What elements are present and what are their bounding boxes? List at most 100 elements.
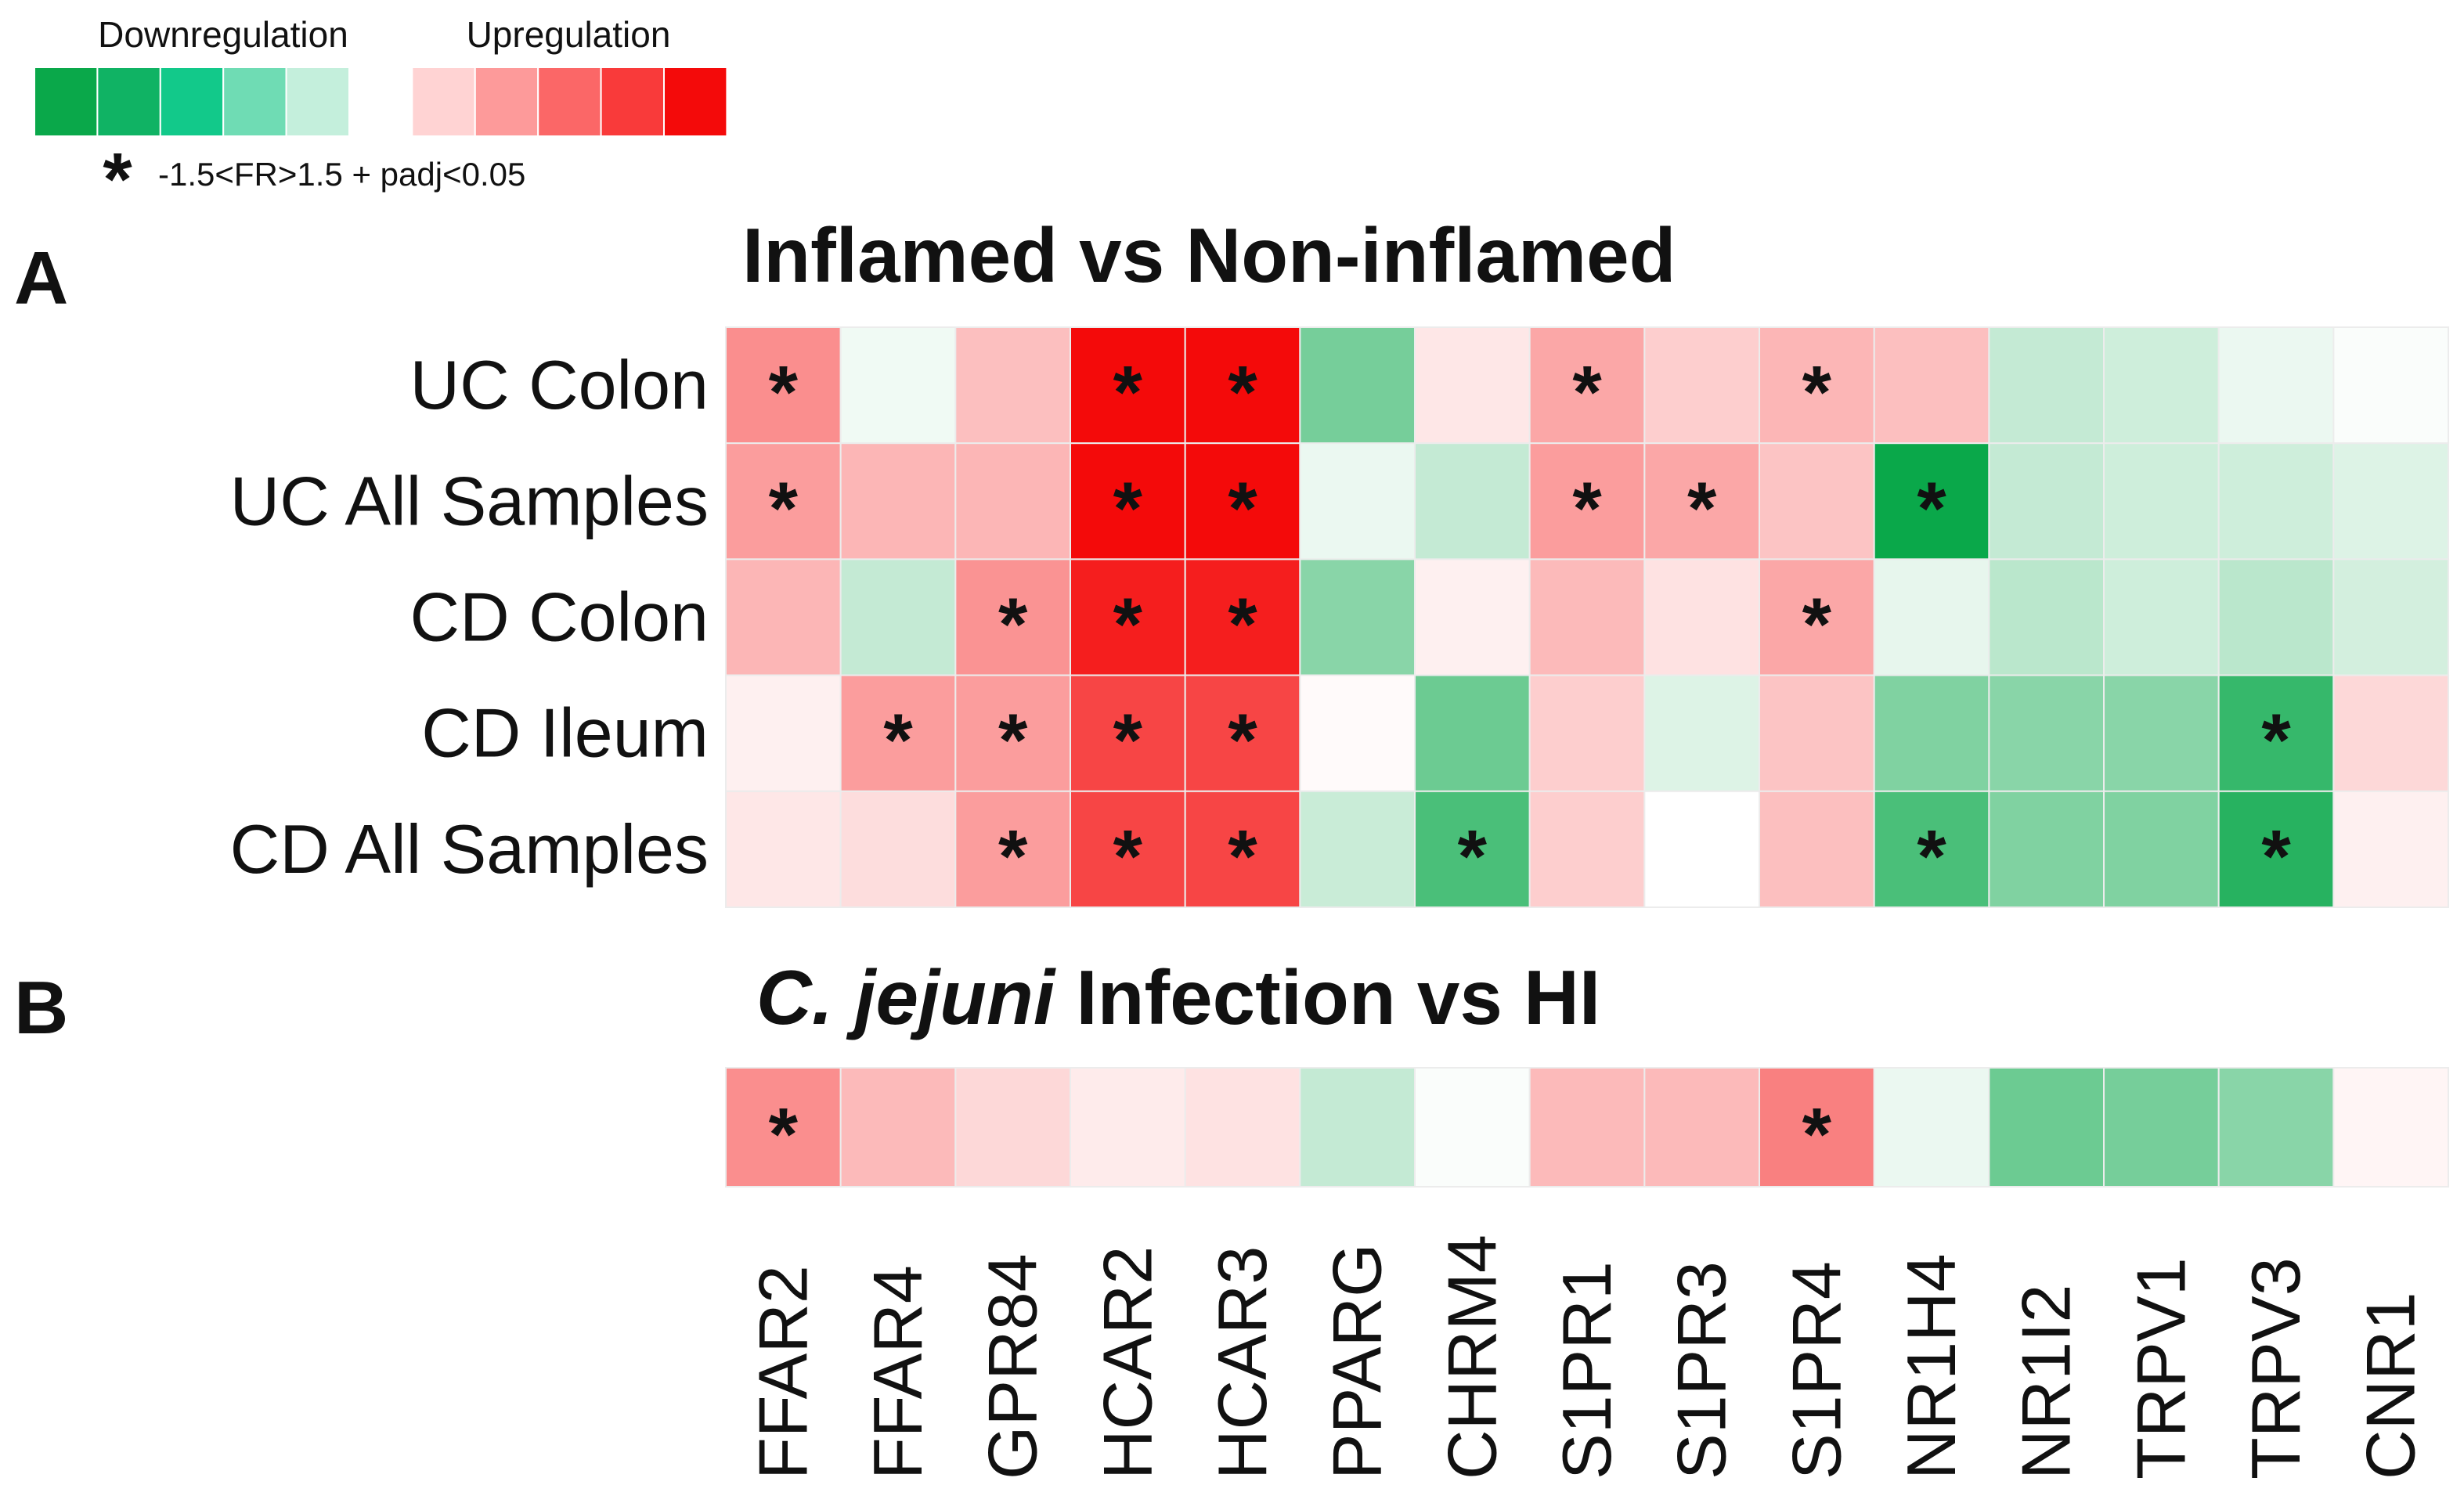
legend-swatch xyxy=(159,67,225,137)
heatmap-cell xyxy=(1070,674,1186,792)
heatmap-cell xyxy=(1184,790,1301,908)
heatmap-cell xyxy=(2103,1067,2220,1188)
legend-swatch xyxy=(222,67,287,137)
significance-star: * xyxy=(769,1093,799,1177)
heatmap-cell xyxy=(1528,790,1646,908)
heatmap-cell xyxy=(1299,558,1416,676)
heatmap-cell xyxy=(839,558,957,676)
heatmap-cell xyxy=(2332,326,2450,445)
heatmap-cell xyxy=(2217,326,2335,445)
gene-label: CNR1 xyxy=(2352,1292,2430,1480)
legend-swatch xyxy=(537,67,602,137)
legend-sig-label: -1.5<FR>1.5 + padj<0.05 xyxy=(158,156,525,193)
legend-swatch xyxy=(411,67,476,137)
significance-star: * xyxy=(1228,351,1257,434)
legend: Downregulation Upregulation * -1.5<FR>1.… xyxy=(34,14,728,222)
gene-label: FFAR2 xyxy=(744,1265,821,1480)
panel-b-title: C. jejuni Infection vs HI xyxy=(756,954,1600,1040)
legend-swatch xyxy=(600,67,665,137)
heatmap-cell xyxy=(1643,326,1761,445)
gene-label: FFAR4 xyxy=(859,1265,936,1480)
heatmap-cell xyxy=(2217,558,2335,676)
significance-star: * xyxy=(2261,699,2291,783)
significance-star: * xyxy=(998,583,1028,667)
gene-label: TRPV3 xyxy=(2237,1257,2314,1480)
significance-star: * xyxy=(1572,467,1602,550)
heatmap-cell xyxy=(1988,674,2105,792)
gene-label: HCAR3 xyxy=(1203,1246,1281,1480)
heatmap-cell xyxy=(1643,790,1761,908)
heatmap-cell xyxy=(1988,1067,2105,1188)
gene-label: S1PR3 xyxy=(1663,1261,1741,1480)
heatmap-cell xyxy=(1643,1067,1761,1188)
legend-swatch xyxy=(34,67,99,137)
heatmap-cell xyxy=(2103,674,2220,792)
heatmap-cell xyxy=(1184,558,1301,676)
heatmap-cell xyxy=(839,1067,957,1188)
significance-star: * xyxy=(1113,467,1143,550)
heatmap-cell xyxy=(839,326,957,445)
panel-a-letter: A xyxy=(14,236,68,320)
significance-star: * xyxy=(1228,699,1257,783)
heatmap-cell xyxy=(725,558,842,676)
heatmap-cell xyxy=(954,326,1072,445)
panel-b-title-rest: Infection vs HI xyxy=(1055,954,1600,1040)
heatmap-cell xyxy=(2217,674,2335,792)
legend-swatch xyxy=(474,67,539,137)
heatmap-cell xyxy=(725,1067,842,1188)
row-label: CD All Samples xyxy=(230,810,709,888)
heatmap-cell xyxy=(1988,442,2105,560)
heatmap-cell xyxy=(839,790,957,908)
heatmap-cell xyxy=(725,442,842,560)
heatmap-cell xyxy=(1528,326,1646,445)
significance-star: * xyxy=(1802,583,1832,667)
significance-star: * xyxy=(1802,351,1832,434)
heatmap-cell xyxy=(1988,790,2105,908)
heatmap-cell xyxy=(1299,442,1416,560)
heatmap-cell xyxy=(1184,326,1301,445)
heatmap-cell xyxy=(1299,326,1416,445)
significance-star: * xyxy=(1917,815,1946,899)
legend-sig-symbol: * xyxy=(103,138,132,222)
heatmap-cell xyxy=(1528,674,1646,792)
heatmap-cell xyxy=(1873,1067,1990,1188)
gene-label: NR1I2 xyxy=(2008,1285,2085,1480)
heatmap-cell xyxy=(2103,558,2220,676)
significance-star: * xyxy=(1802,1093,1832,1177)
significance-star: * xyxy=(1572,351,1602,434)
heatmap-cell xyxy=(2103,326,2220,445)
heatmap-cell xyxy=(725,326,842,445)
gene-label: S1PR1 xyxy=(1548,1261,1625,1480)
heatmap-cell xyxy=(1759,674,1875,792)
heatmap-cell xyxy=(1759,790,1875,908)
gene-label: TRPV1 xyxy=(2122,1257,2199,1480)
heatmap-cell xyxy=(1643,674,1761,792)
heatmap-cell xyxy=(1070,326,1186,445)
heatmap-cell xyxy=(839,442,957,560)
heatmap-cell xyxy=(1528,558,1646,676)
significance-star: * xyxy=(1228,815,1257,899)
heatmap-cell xyxy=(1299,1067,1416,1188)
heatmap-cell xyxy=(1988,558,2105,676)
heatmap-cell xyxy=(1759,442,1875,560)
heatmap-cell xyxy=(1873,674,1990,792)
significance-star: * xyxy=(1113,699,1143,783)
heatmap-cell xyxy=(1070,558,1186,676)
gene-label: S1PR4 xyxy=(1777,1261,1855,1480)
heatmap-cell xyxy=(1414,674,1531,792)
significance-star: * xyxy=(1228,583,1257,667)
panel-b-title-italic: C. jejuni xyxy=(756,954,1056,1040)
legend-swatch xyxy=(285,67,351,137)
heatmap-cell xyxy=(954,674,1072,792)
significance-star: * xyxy=(769,467,799,550)
panel-a-row-labels: UC Colon UC All Samples CD Colon CD Ileum CD… xyxy=(230,346,709,888)
panel-a-title: Inflamed vs Non-inflamed xyxy=(742,212,1676,298)
legend-swatch xyxy=(663,67,728,137)
legend-swatch xyxy=(96,67,161,137)
heatmap-cell xyxy=(954,1067,1072,1188)
heatmap-cell xyxy=(1184,1067,1301,1188)
row-label: CD Ileum xyxy=(421,694,709,772)
heatmap-cell xyxy=(954,558,1072,676)
row-label: UC All Samples xyxy=(230,462,709,539)
